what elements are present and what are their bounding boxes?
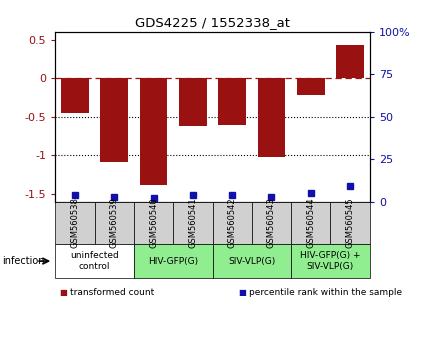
Text: SIV-VLP(G): SIV-VLP(G) <box>228 257 275 266</box>
Text: GSM560538: GSM560538 <box>71 198 79 249</box>
Text: GSM560544: GSM560544 <box>306 198 315 249</box>
Title: GDS4225 / 1552338_at: GDS4225 / 1552338_at <box>135 16 290 29</box>
Text: ■: ■ <box>238 287 246 297</box>
Text: GSM560540: GSM560540 <box>149 198 158 249</box>
Text: GSM560539: GSM560539 <box>110 198 119 249</box>
Bar <box>297 78 325 95</box>
Text: GSM560541: GSM560541 <box>188 198 197 249</box>
Text: uninfected
control: uninfected control <box>70 251 119 271</box>
Bar <box>100 78 128 162</box>
Bar <box>61 78 89 113</box>
Text: ■: ■ <box>60 287 68 297</box>
Text: HIV-GFP(G) +
SIV-VLP(G): HIV-GFP(G) + SIV-VLP(G) <box>300 251 361 271</box>
Text: HIV-GFP(G): HIV-GFP(G) <box>148 257 198 266</box>
Bar <box>336 45 364 78</box>
Bar <box>179 78 207 126</box>
Text: percentile rank within the sample: percentile rank within the sample <box>249 287 402 297</box>
Text: GSM560542: GSM560542 <box>228 198 237 249</box>
Text: transformed count: transformed count <box>70 287 154 297</box>
Text: GSM560543: GSM560543 <box>267 198 276 249</box>
Bar <box>218 78 246 125</box>
Bar <box>258 78 285 157</box>
Text: GSM560545: GSM560545 <box>346 198 354 249</box>
Text: infection: infection <box>2 256 45 266</box>
Bar <box>140 78 167 185</box>
